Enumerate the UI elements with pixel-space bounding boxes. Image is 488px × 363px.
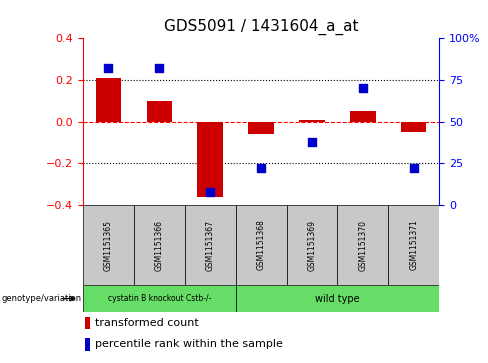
Point: [206, 189, 214, 195]
Bar: [198, 122, 223, 197]
Text: cystatin B knockout Cstb-/-: cystatin B knockout Cstb-/-: [108, 294, 211, 303]
Bar: [388, 205, 439, 285]
Text: GSM1151371: GSM1151371: [409, 220, 418, 270]
Bar: [286, 205, 337, 285]
Point: [104, 65, 112, 71]
Text: genotype/variation: genotype/variation: [1, 294, 82, 303]
Bar: [85, 338, 90, 351]
Text: percentile rank within the sample: percentile rank within the sample: [95, 339, 283, 350]
Point: [155, 65, 163, 71]
Bar: [337, 205, 388, 285]
Text: GSM1151365: GSM1151365: [104, 220, 113, 270]
Bar: [236, 285, 439, 312]
Text: GSM1151370: GSM1151370: [358, 220, 367, 270]
Point: [308, 139, 316, 144]
Bar: [401, 122, 427, 132]
Bar: [85, 317, 90, 329]
Bar: [248, 122, 274, 134]
Point: [257, 166, 265, 171]
Bar: [146, 101, 172, 122]
Bar: [185, 205, 236, 285]
Bar: [83, 285, 236, 312]
Text: GSM1151366: GSM1151366: [155, 220, 164, 270]
Bar: [96, 78, 121, 122]
Bar: [236, 205, 286, 285]
Bar: [134, 205, 185, 285]
Text: wild type: wild type: [315, 294, 360, 303]
Text: transformed count: transformed count: [95, 318, 199, 328]
Bar: [350, 111, 376, 122]
Bar: [83, 205, 134, 285]
Bar: [299, 119, 325, 122]
Point: [410, 166, 418, 171]
Text: GSM1151368: GSM1151368: [257, 220, 265, 270]
Title: GDS5091 / 1431604_a_at: GDS5091 / 1431604_a_at: [164, 19, 358, 35]
Text: GSM1151367: GSM1151367: [205, 220, 215, 270]
Point: [359, 85, 367, 91]
Text: GSM1151369: GSM1151369: [307, 220, 317, 270]
